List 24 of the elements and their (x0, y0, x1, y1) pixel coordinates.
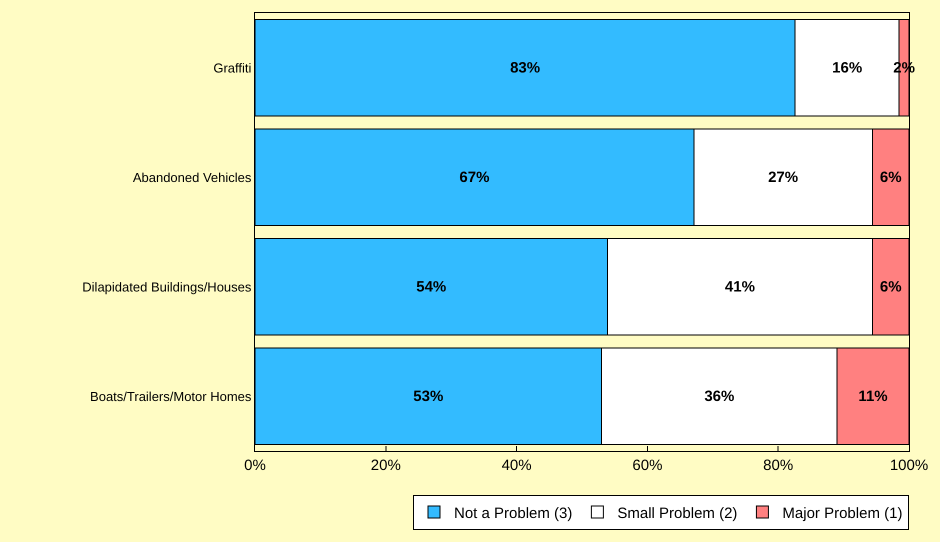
data-label: 54% (416, 278, 446, 296)
x-tick-label: 100% (890, 457, 928, 474)
legend-label: Not a Problem (3) (454, 504, 572, 522)
data-label: 41% (724, 278, 755, 296)
data-label: 67% (459, 168, 490, 186)
y-tick-label: Boats/Trailers/Motor Homes (90, 388, 252, 404)
data-label: 36% (704, 388, 734, 405)
data-label: 16% (832, 59, 862, 76)
y-tick-label: Dilapidated Buildings/Houses (82, 279, 252, 294)
data-label: 6% (880, 278, 902, 296)
data-label: 11% (858, 388, 888, 405)
x-tick-label: 80% (763, 457, 794, 474)
data-label: 27% (768, 168, 798, 186)
data-label: 83% (510, 59, 540, 76)
y-tick-label: Abandoned Vehicles (132, 170, 252, 185)
data-label: 6% (880, 168, 902, 186)
legend-label: Major Problem (1) (782, 504, 902, 522)
legend-label: Small Problem (2) (617, 504, 738, 522)
x-tick-label: 60% (632, 457, 662, 474)
y-tick-label: Graffiti (213, 60, 252, 76)
x-tick-label: 40% (502, 457, 532, 474)
data-label: 53% (413, 388, 444, 405)
x-tick-label: 20% (370, 457, 401, 474)
x-tick-label: 0% (244, 457, 266, 474)
